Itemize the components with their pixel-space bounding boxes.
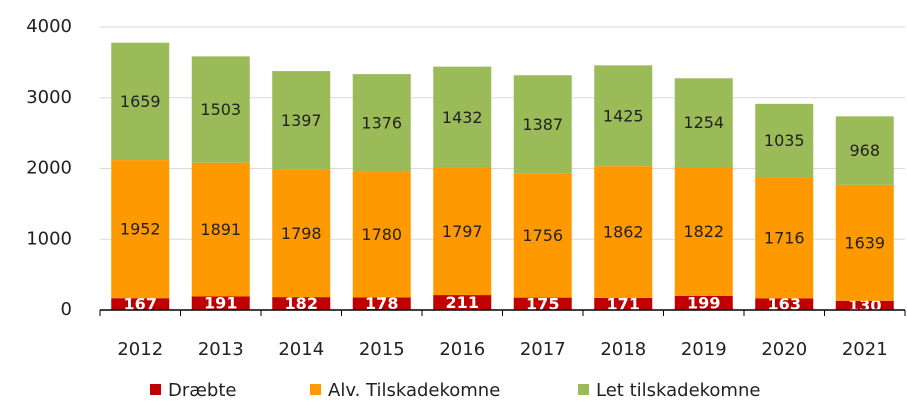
data-label: 1756 (522, 226, 563, 245)
bar-segment (674, 78, 733, 168)
data-label: 1397 (281, 111, 322, 130)
data-label: 199 (687, 293, 720, 312)
data-label: 1432 (442, 108, 483, 127)
y-tick-label: 3000 (26, 87, 72, 108)
legend-swatch (578, 384, 589, 395)
y-tick-label: 2000 (26, 158, 72, 179)
legend-label: Dræbte (168, 380, 237, 401)
data-label: 1891 (200, 220, 241, 239)
data-label: 1780 (361, 225, 402, 244)
bar-segment (111, 160, 170, 299)
data-label: 1659 (120, 92, 161, 111)
x-tick-label: 2020 (761, 339, 807, 360)
data-label: 211 (446, 293, 479, 312)
bar-segment (191, 296, 250, 310)
bar-segment (755, 298, 814, 310)
bar-segment (513, 297, 572, 310)
x-tick-label: 2021 (842, 339, 888, 360)
bar-segment (191, 162, 250, 297)
bar-segment (433, 167, 492, 296)
bar-segment (755, 103, 814, 178)
bar-segment (272, 71, 331, 170)
x-tick-label: 2012 (117, 339, 163, 360)
x-tick-label: 2019 (681, 339, 727, 360)
data-label: 163 (768, 295, 801, 314)
y-tick-label: 1000 (26, 228, 72, 249)
bar-segment (352, 74, 411, 172)
bar-segment (594, 166, 653, 298)
x-tick-label: 2013 (198, 339, 244, 360)
bar-segment (111, 298, 170, 310)
bar-segment (513, 173, 572, 298)
bar-segment (835, 116, 894, 185)
x-tick-label: 2017 (520, 339, 566, 360)
x-tick-label: 2018 (600, 339, 646, 360)
data-label: 182 (285, 294, 318, 313)
data-label: 175 (526, 294, 559, 313)
legend-label: Let tilskadekomne (596, 380, 760, 401)
data-label: 1952 (120, 220, 161, 239)
data-label: 171 (607, 294, 640, 313)
data-label: 1035 (764, 131, 805, 150)
bar-segment (433, 66, 492, 168)
data-label: 167 (124, 295, 157, 314)
data-label: 1822 (683, 222, 724, 241)
y-tick-label: 0 (61, 299, 72, 320)
data-label: 1639 (844, 233, 885, 252)
bar-segment (835, 300, 894, 310)
data-label: 1716 (764, 228, 805, 247)
bar-segment (352, 297, 411, 310)
data-label: 1254 (683, 113, 724, 132)
bar-segment (352, 171, 411, 298)
data-label: 191 (204, 294, 237, 313)
data-label: 968 (849, 141, 880, 160)
data-label: 1503 (200, 100, 241, 119)
data-label: 1387 (522, 115, 563, 134)
bar-segment (835, 184, 894, 301)
x-tick-label: 2015 (359, 339, 405, 360)
x-tick-label: 2014 (278, 339, 324, 360)
data-label: 1376 (361, 113, 402, 132)
x-tick-label: 2016 (439, 339, 485, 360)
data-label: 1425 (603, 106, 644, 125)
bar-segment (755, 177, 814, 299)
data-label: 1797 (442, 222, 483, 241)
bar-segment (191, 56, 250, 163)
legend-swatch (310, 384, 321, 395)
data-label: 178 (365, 294, 398, 313)
bar-segment (594, 297, 653, 310)
bar-segment (513, 75, 572, 174)
bar-segment (272, 297, 331, 310)
legend-swatch (150, 384, 161, 395)
bar-segment (594, 65, 653, 167)
y-tick-label: 4000 (26, 16, 72, 37)
bar-segment (674, 167, 733, 296)
bar-segment (674, 295, 733, 310)
bar-segment (433, 295, 492, 310)
legend-label: Alv. Tilskadekomne (328, 380, 500, 401)
bar-segment (111, 42, 170, 161)
data-label: 1862 (603, 223, 644, 242)
bar-segment (272, 169, 331, 298)
data-label: 1798 (281, 224, 322, 243)
